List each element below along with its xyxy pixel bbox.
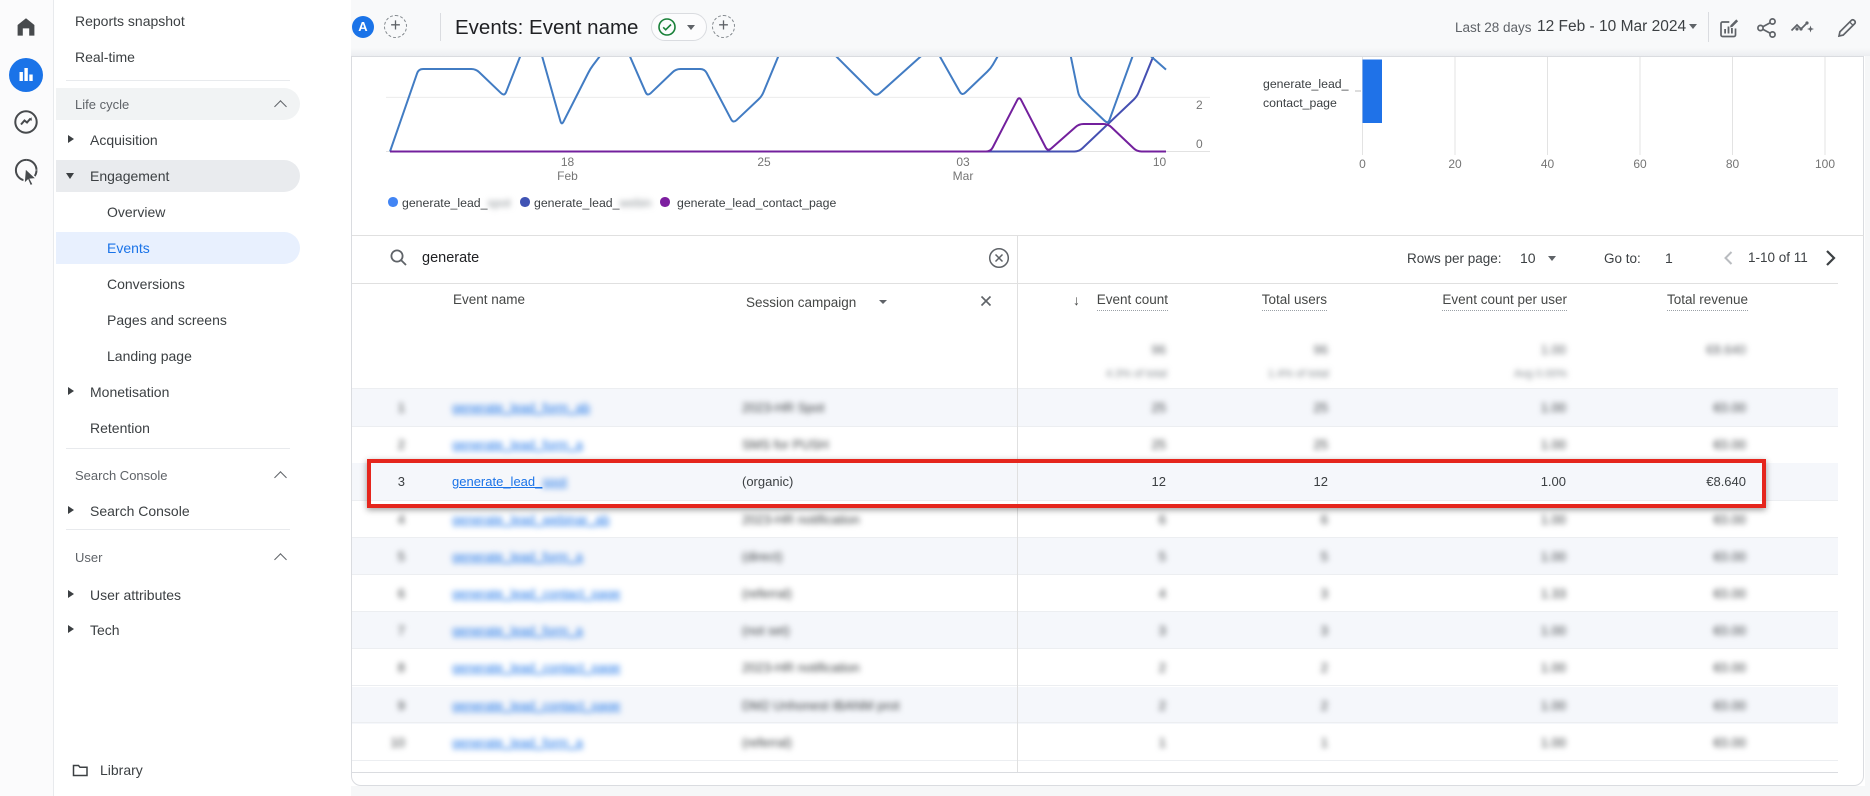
svg-text:2: 2 — [1196, 98, 1203, 112]
svg-text:Mar: Mar — [953, 169, 974, 183]
svg-text:contact_page: contact_page — [1263, 96, 1337, 110]
svg-text:100: 100 — [1815, 157, 1835, 171]
svg-text:40: 40 — [1541, 157, 1555, 171]
svg-text:03: 03 — [956, 155, 970, 169]
svg-text:20: 20 — [1448, 157, 1462, 171]
svg-text:60: 60 — [1633, 157, 1647, 171]
svg-text:80: 80 — [1726, 157, 1740, 171]
svg-text:10: 10 — [1153, 155, 1167, 169]
svg-text:0: 0 — [1359, 157, 1366, 171]
svg-text:18: 18 — [561, 155, 575, 169]
svg-text:0: 0 — [1196, 137, 1203, 151]
svg-text:Feb: Feb — [557, 169, 578, 183]
svg-text:generate_lead_: generate_lead_ — [1263, 77, 1349, 91]
svg-text:25: 25 — [757, 155, 771, 169]
